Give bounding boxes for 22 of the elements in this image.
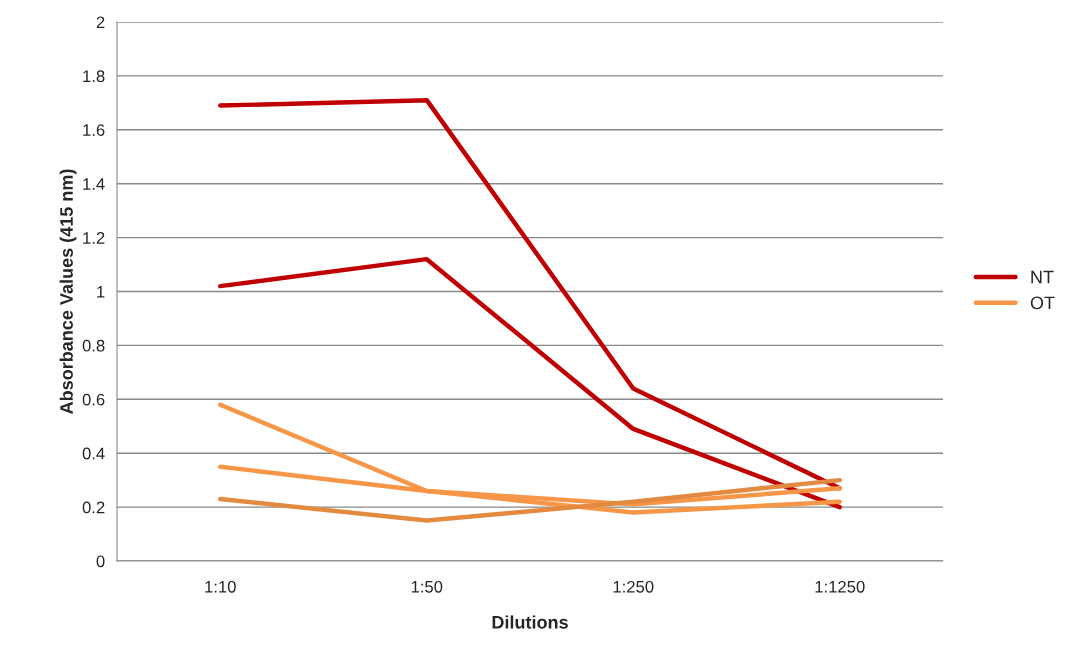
x-axis-title: Dilutions (492, 615, 568, 629)
x-tick-label: 1:250 (613, 580, 654, 593)
y-tick-label: 2 (96, 16, 105, 29)
line-series (218, 256, 842, 510)
line-series (218, 477, 842, 523)
x-tick-label: 1:1250 (815, 580, 865, 593)
legend-label: NT (1031, 270, 1054, 284)
x-tick-label: 1:50 (411, 580, 443, 593)
x-tick-label: 1:10 (205, 580, 236, 593)
y-axis-title: Absorbance Values (415 nm) (59, 169, 77, 414)
y-tick-label: 0.2 (82, 501, 105, 514)
y-tick-label: 1.4 (83, 178, 105, 190)
y-tick-label: 0.6 (82, 393, 105, 406)
y-tick-label: 1.8 (83, 70, 105, 83)
y-tick-label: 1.2 (83, 232, 105, 244)
y-tick-label: 1.6 (83, 124, 105, 136)
line-series (218, 402, 842, 515)
y-tick-label: 0.4 (82, 447, 105, 460)
y-tick-label: 0.8 (82, 339, 105, 352)
y-tick-label: 1 (97, 286, 105, 298)
y-tick-label: 0 (96, 555, 105, 568)
legend-label: OT (1030, 296, 1055, 310)
